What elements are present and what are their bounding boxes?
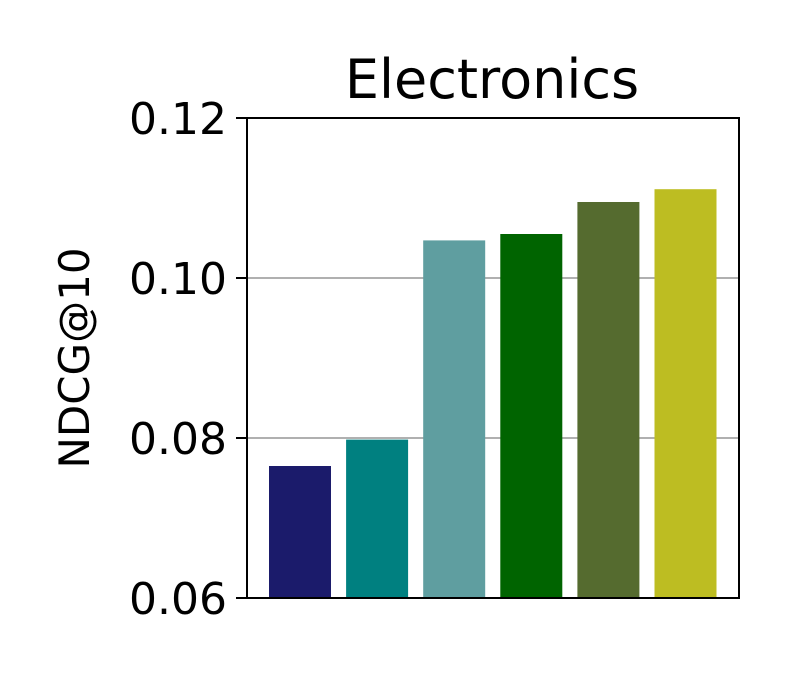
y-tick-label: 0.10 [129,254,227,305]
y-tick-label: 0.12 [129,94,227,145]
plot-frame [246,117,740,599]
bar-2 [346,439,409,598]
bar-1 [269,466,331,598]
y-axis-label: NDCG@10 [50,247,99,468]
chart-title: Electronics [345,48,639,111]
bar-group [269,189,717,598]
bar-3 [423,240,486,598]
bar-4 [500,234,563,598]
bar-5 [577,202,640,598]
bar-6 [654,189,717,598]
y-axis: 0.06 0.08 0.10 0.12 [129,94,247,625]
y-tick-label: 0.06 [129,574,227,625]
y-tick-label: 0.08 [129,414,227,465]
